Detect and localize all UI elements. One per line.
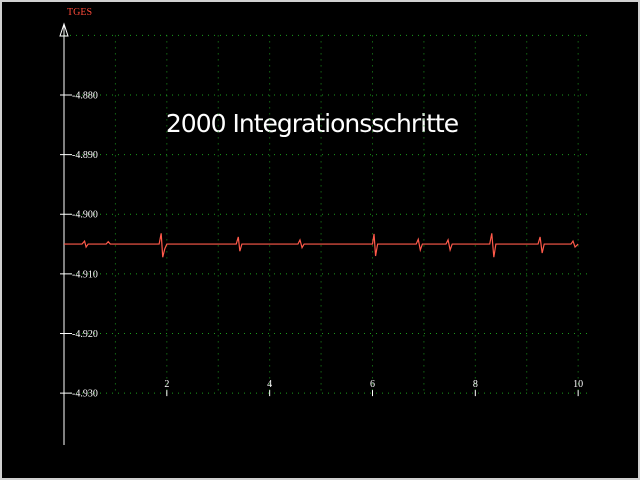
y-tick-label: -4.920 xyxy=(72,329,98,340)
line xyxy=(64,233,579,258)
y-axis-label: TGES xyxy=(67,7,92,18)
y-tick-label: -4.910 xyxy=(72,269,98,280)
x-tick-label: 2 xyxy=(164,379,169,390)
y-tick-label: -4.890 xyxy=(72,150,98,161)
x-tick-label: 6 xyxy=(370,379,375,390)
x-tick-label: 8 xyxy=(473,379,478,390)
x-tick-label: 10 xyxy=(573,379,583,390)
y-tick-label: -4.880 xyxy=(72,90,98,101)
y-tick-label: -4.900 xyxy=(72,210,98,221)
axis-arrow xyxy=(59,22,69,37)
y-tick-label: -4.930 xyxy=(72,389,98,400)
x-tick-label: 4 xyxy=(267,379,272,390)
chart-title: 2000 Integrationsschritte xyxy=(166,109,459,138)
